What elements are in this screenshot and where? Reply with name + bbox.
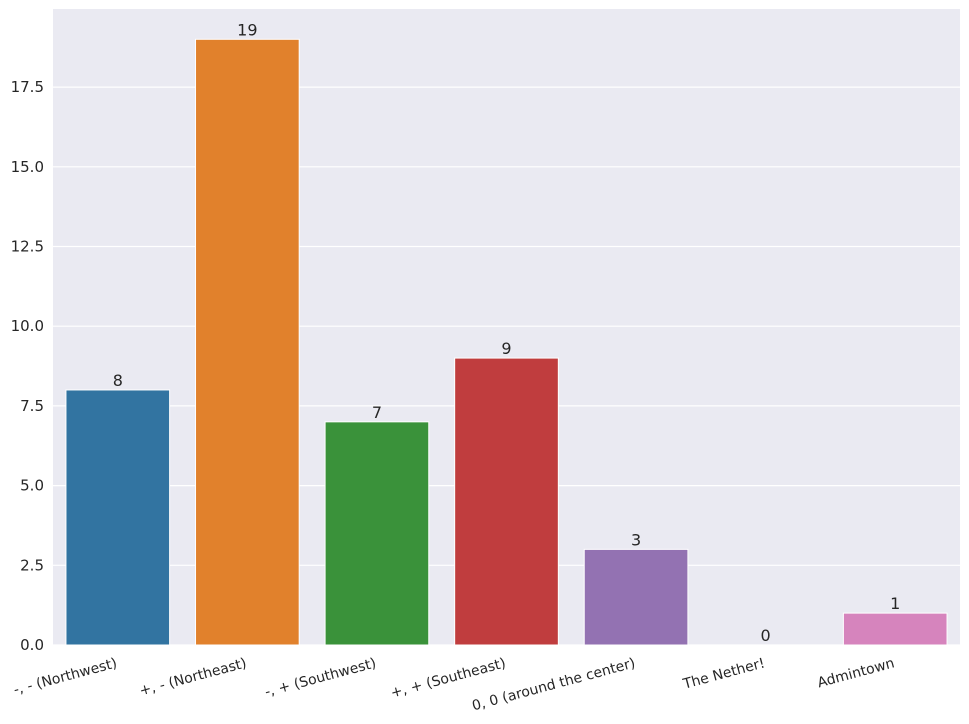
bars — [65, 38, 948, 646]
y-tick-label: 7.5 — [20, 397, 44, 415]
data-label: 8 — [113, 371, 123, 390]
x-tick-label: Admintown — [816, 655, 896, 691]
bar — [65, 389, 171, 646]
x-tick-label: +, - (Northeast) — [138, 655, 249, 699]
x-axis-ticks: -, - (Northwest) +, - (Northeast) -, + (So… — [12, 655, 896, 714]
bar — [195, 38, 300, 646]
data-labels: 8 19 7 9 3 0 1 — [113, 20, 901, 645]
y-tick-label: 12.5 — [11, 238, 44, 256]
x-tick-label: -, + (Southwest) — [263, 655, 378, 700]
data-label: 3 — [631, 530, 641, 549]
y-tick-label: 15.0 — [11, 158, 44, 176]
data-label: 9 — [501, 339, 511, 358]
y-axis-ticks: 0.0 2.5 5.0 7.5 10.0 12.5 15.0 17.5 — [11, 78, 44, 654]
bar — [324, 421, 430, 646]
bar — [583, 548, 689, 646]
y-tick-label: 10.0 — [11, 317, 44, 335]
bar — [842, 612, 948, 646]
data-label: 1 — [890, 594, 900, 613]
data-label: 7 — [372, 403, 382, 422]
y-tick-label: 0.0 — [20, 636, 44, 654]
x-tick-label: The Nether! — [681, 655, 767, 692]
y-tick-label: 5.0 — [20, 477, 44, 495]
y-tick-label: 17.5 — [11, 78, 44, 96]
data-label: 19 — [237, 20, 257, 39]
y-tick-label: 2.5 — [20, 556, 44, 574]
data-label: 0 — [761, 626, 771, 645]
bar — [454, 357, 559, 646]
x-tick-label: -, - (Northwest) — [12, 655, 119, 698]
